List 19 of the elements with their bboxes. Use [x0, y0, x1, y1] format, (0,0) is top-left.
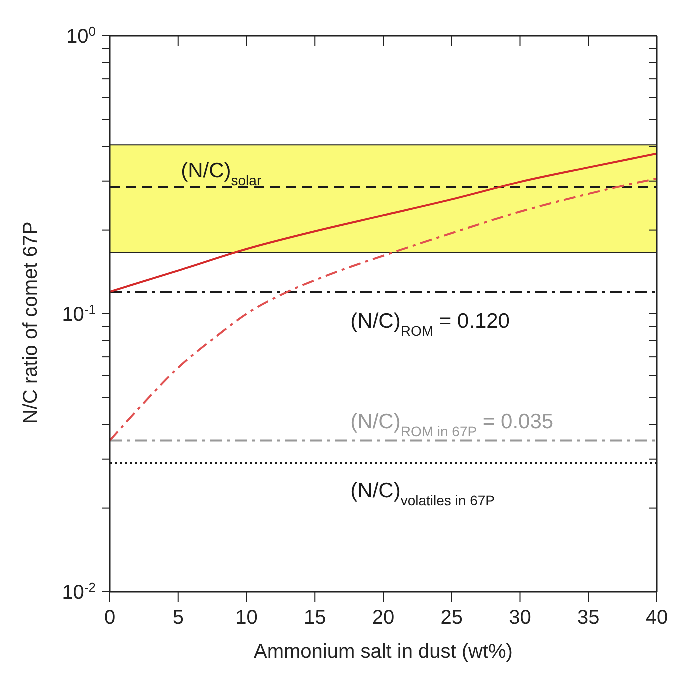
x-axis-title: Ammonium salt in dust (wt%) [254, 641, 513, 663]
x-tick-label: 10 [236, 607, 258, 630]
line-series [110, 152, 657, 293]
ref-line-label: (N/C)$_{ROM in 67P}$ = 0.035 [350, 410, 554, 440]
x-tick-label: 0 [104, 607, 116, 630]
x-tick-label: 25 [440, 607, 463, 630]
y-axis-title: N/C ratio of comet 67P [20, 222, 42, 424]
x-tick-label: 20 [372, 607, 395, 630]
x-tick-label: 15 [304, 607, 326, 630]
y-tick-label: 10$^{-2}$ [62, 580, 96, 604]
y-tick-label: 10$^{0}$ [66, 24, 96, 48]
x-tick-label: 5 [172, 607, 184, 630]
x-tick-label: 30 [509, 607, 532, 630]
ref-line-label: (N/C)$_{solar}$ [181, 160, 262, 189]
y-tick-label: 10$^{-1}$ [62, 302, 96, 326]
ref-line-label: (N/C)$_{ROM}$ = 0.120 [350, 310, 510, 339]
ref-line-label: (N/C)$_{volatiles in 67P}$ [350, 479, 496, 508]
x-tick-label: 35 [578, 607, 600, 630]
x-tick-label: 40 [646, 607, 668, 630]
